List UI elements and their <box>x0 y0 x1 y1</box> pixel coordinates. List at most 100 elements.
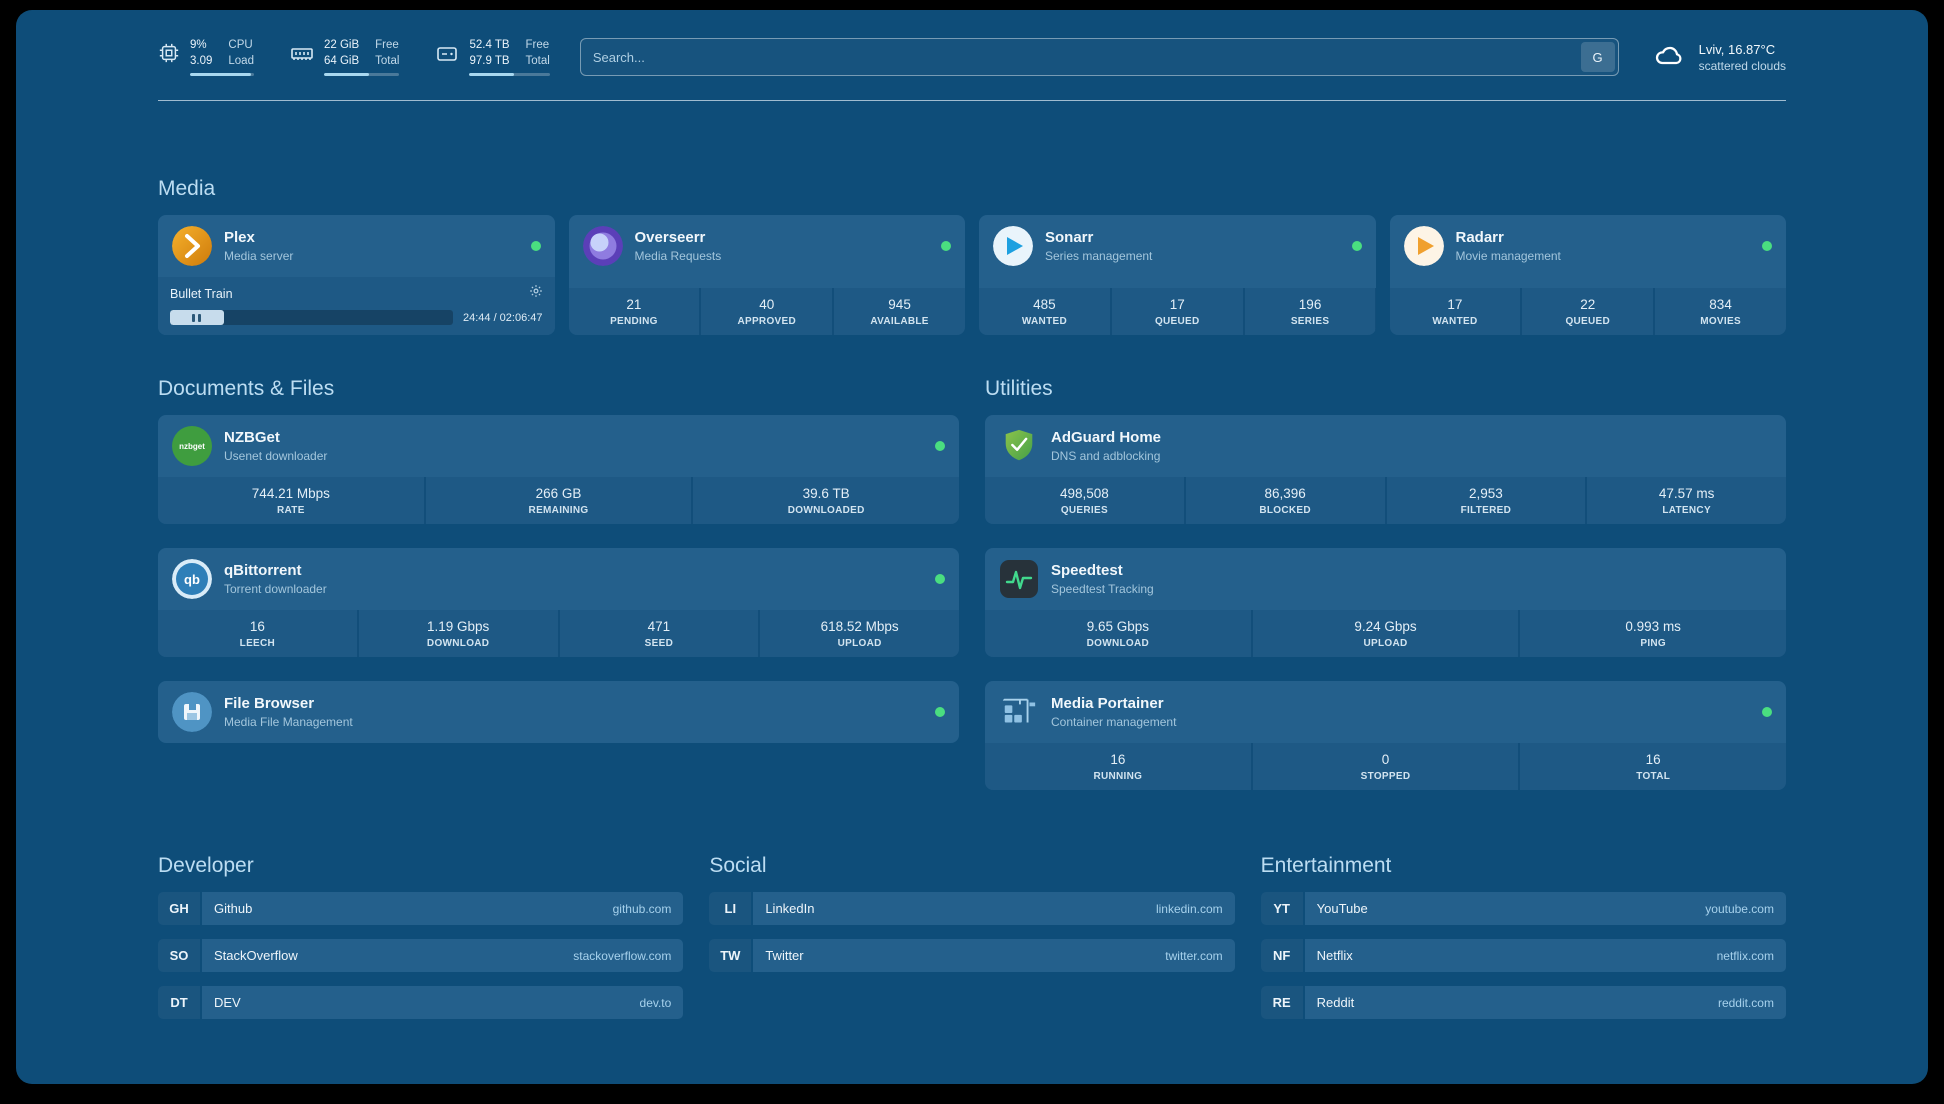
cpu-loadavg: 3.09 <box>190 55 213 67</box>
stat-series: 196 SERIES <box>1244 288 1376 335</box>
disk-readout: 52.4 TB 97.9 TB Free Total <box>469 38 550 76</box>
stat-download: 1.19 Gbps DOWNLOAD <box>358 610 558 657</box>
weather-condition: scattered clouds <box>1698 58 1786 73</box>
service-card-sonarr[interactable]: Sonarr Series management 485 WANTED 17 Q… <box>979 215 1376 335</box>
bookmark-group-social: Social LI LinkedIn linkedin.com TW Twitt… <box>709 854 1235 1033</box>
stat-queries: 498,508 QUERIES <box>985 477 1184 524</box>
service-desc: Speedtest Tracking <box>1051 582 1154 596</box>
section-media: Media Plex <box>158 177 1786 335</box>
nzbget-icon: nzbget <box>172 426 212 466</box>
stat-movies: 834 MOVIES <box>1655 288 1786 335</box>
playback-progress-bar[interactable] <box>170 310 453 325</box>
bookmark-url: dev.to <box>639 995 672 1010</box>
bookmark-linkedin[interactable]: LI LinkedIn linkedin.com <box>709 892 1235 925</box>
section-title-media: Media <box>158 177 216 200</box>
disk-free: 52.4 TB <box>469 39 510 52</box>
bookmark-name: LinkedIn <box>765 901 815 916</box>
service-name: Speedtest <box>1051 562 1123 579</box>
search-provider-button[interactable]: G <box>1580 42 1615 72</box>
service-card-adguard[interactable]: AdGuard Home DNS and adblocking 498,508 … <box>985 415 1786 524</box>
service-card-nzbget[interactable]: nzbget NZBGet Usenet downloader 744.21 M… <box>158 415 959 524</box>
stat-remaining: 266 GB REMAINING <box>425 477 692 524</box>
disk-progress-bar <box>469 72 550 76</box>
cloud-icon <box>1649 39 1689 76</box>
service-desc: Torrent downloader <box>224 582 327 596</box>
stat-wanted: 485 WANTED <box>979 288 1110 335</box>
bookmark-dev[interactable]: DT DEV dev.to <box>158 986 684 1019</box>
bookmark-name: Github <box>214 901 253 916</box>
stat-ping: 0.993 ms PING <box>1520 610 1786 657</box>
service-desc: Media File Management <box>224 715 353 729</box>
hard-drive-icon <box>435 42 459 71</box>
section-title-entertainment: Entertainment <box>1260 854 1392 877</box>
stat-total: 16 TOTAL <box>1520 743 1786 790</box>
service-card-radarr[interactable]: Radarr Movie management 17 WANTED 22 QUE… <box>1389 215 1786 335</box>
bookmark-stackoverflow[interactable]: SO StackOverflow stackoverflow.com <box>158 939 684 972</box>
bookmark-group-entertainment: Entertainment YT YouTube youtube.com NF … <box>1260 854 1786 1033</box>
stat-pending: 21 PENDING <box>568 288 700 335</box>
stat-running: 16 RUNNING <box>985 743 1251 790</box>
status-dot <box>935 574 945 584</box>
section-title-developer: Developer <box>158 854 254 877</box>
settings-gear-icon[interactable] <box>529 284 543 303</box>
weather-location: Lviv, 16.87°C <box>1698 41 1776 57</box>
bookmark-url: twitter.com <box>1165 948 1223 963</box>
memory-total-label: Total <box>375 55 400 67</box>
bookmark-abbr: SO <box>158 939 200 972</box>
now-playing-title: Bullet Train <box>170 286 233 301</box>
stat-blocked: 86,396 BLOCKED <box>1185 477 1385 524</box>
bookmark-youtube[interactable]: YT YouTube youtube.com <box>1260 892 1786 925</box>
service-card-qbittorrent[interactable]: qb qBittorrent Torrent downloader <box>158 548 959 657</box>
service-name: Radarr <box>1455 229 1504 246</box>
cpu-label: CPU <box>228 39 253 52</box>
bookmark-twitter[interactable]: TW Twitter twitter.com <box>709 939 1235 972</box>
bookmark-abbr: YT <box>1260 892 1303 925</box>
bookmark-abbr: TW <box>709 939 752 972</box>
service-card-portainer[interactable]: Media Portainer Container management 16 … <box>985 681 1786 790</box>
service-stats: 17 WANTED 22 QUEUED 834 MOVIES <box>1389 288 1786 335</box>
service-desc: Media server <box>224 249 294 263</box>
section-title-social: Social <box>709 854 767 877</box>
service-desc: Container management <box>1051 715 1177 729</box>
service-name: Sonarr <box>1045 229 1094 246</box>
service-name: File Browser <box>224 695 315 712</box>
cpu-chip-icon <box>158 42 180 69</box>
bookmark-group-developer: Developer GH Github github.com SO StackO… <box>158 854 684 1033</box>
bookmark-abbr: GH <box>158 892 200 925</box>
bookmark-abbr: DT <box>158 986 200 1019</box>
service-card-speedtest[interactable]: Speedtest Speedtest Tracking 9.65 Gbps D… <box>985 548 1786 657</box>
memory-free: 22 GiB <box>323 39 360 52</box>
service-stats: 16 LEECH 1.19 Gbps DOWNLOAD 471 SEED <box>158 610 959 657</box>
service-name: qBittorrent <box>224 562 302 579</box>
bookmark-netflix[interactable]: NF Netflix netflix.com <box>1260 939 1786 972</box>
dashboard: 9% 3.09 CPU Load <box>16 10 1928 1084</box>
service-card-plex[interactable]: Plex Media server Bullet Train <box>158 215 555 335</box>
stat-filtered: 2,953 FILTERED <box>1386 477 1586 524</box>
stat-upload: 9.24 Gbps UPLOAD <box>1252 610 1519 657</box>
bookmark-url: netflix.com <box>1716 948 1774 963</box>
memory-widget: 22 GiB 64 GiB Free Total <box>290 38 400 76</box>
radarr-icon <box>1403 226 1444 266</box>
bookmark-reddit[interactable]: RE Reddit reddit.com <box>1260 986 1786 1019</box>
bookmark-url: youtube.com <box>1705 901 1774 916</box>
service-stats: 16 RUNNING 0 STOPPED 16 TOTAL <box>985 743 1786 790</box>
memory-free-label: Free <box>375 39 399 52</box>
dashboard-content: 9% 3.09 CPU Load <box>158 10 1786 1033</box>
topbar-divider <box>158 100 1786 101</box>
status-dot <box>1351 241 1362 251</box>
bookmark-github[interactable]: GH Github github.com <box>158 892 684 925</box>
cpu-percent: 9% <box>190 39 207 52</box>
service-desc: Media Requests <box>634 249 722 263</box>
service-card-overseerr[interactable]: Overseerr Media Requests 21 PENDING 40 A… <box>568 215 965 335</box>
pause-button[interactable] <box>170 310 224 325</box>
bookmark-url: reddit.com <box>1717 995 1774 1010</box>
memory-readout: 22 GiB 64 GiB Free Total <box>323 38 400 76</box>
search-input[interactable] <box>580 39 1578 75</box>
bookmark-name: DEV <box>214 995 241 1010</box>
playback-time: 24:44 / 02:06:47 <box>462 311 543 324</box>
cpu-progress-bar <box>190 72 254 76</box>
bookmark-url: github.com <box>612 901 672 916</box>
adguard-shield-icon <box>999 426 1039 466</box>
cpu-readout: 9% 3.09 CPU Load <box>190 38 254 76</box>
service-card-filebrowser[interactable]: File Browser Media File Management <box>158 681 959 743</box>
